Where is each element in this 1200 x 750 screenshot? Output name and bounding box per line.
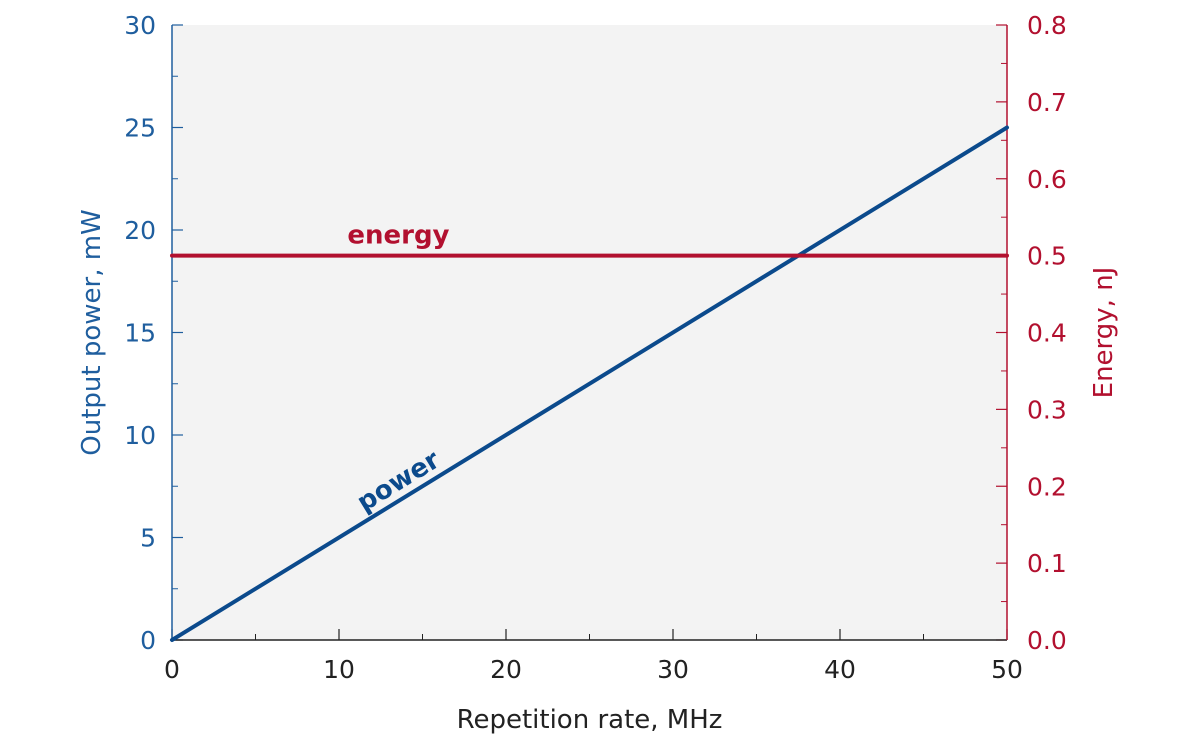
left-y-axis-ticks: 0 5 10 15 20 25 30 <box>124 11 183 655</box>
left-y-tick-label: 25 <box>124 114 156 143</box>
series-line-power <box>170 125 1009 642</box>
right-y-tick-label: 0.6 <box>1027 165 1067 194</box>
left-y-tick-label: 15 <box>124 319 156 348</box>
left-y-tick-label: 0 <box>140 626 156 655</box>
right-y-tick-label: 0.7 <box>1027 88 1067 117</box>
x-axis-ticks: 0 10 20 30 40 50 <box>164 629 1023 684</box>
x-tick-label: 40 <box>824 655 856 684</box>
right-y-tick-label: 0.3 <box>1027 395 1067 424</box>
right-y-axis-title: Energy, nJ <box>1089 267 1119 399</box>
left-y-tick-label: 5 <box>140 524 156 553</box>
left-y-tick-label: 30 <box>124 11 156 40</box>
x-tick-label: 50 <box>991 655 1023 684</box>
right-y-tick-label: 0.0 <box>1027 626 1067 655</box>
x-tick-label: 20 <box>490 655 522 684</box>
right-y-tick-label: 0.1 <box>1027 549 1067 578</box>
right-y-tick-label: 0.8 <box>1027 11 1067 40</box>
series-lines <box>170 125 1009 642</box>
series-label-energy: energy <box>347 221 449 251</box>
left-y-tick-label: 10 <box>124 421 156 450</box>
x-tick-label: 30 <box>657 655 689 684</box>
right-y-axis-ticks: 0.0 0.1 0.2 0.3 0.4 0.5 0.6 0.7 0.8 <box>996 11 1067 655</box>
left-y-tick-label: 20 <box>124 216 156 245</box>
right-y-tick-label: 0.4 <box>1027 319 1067 348</box>
plot-area <box>172 25 1007 640</box>
x-axis-title: Repetition rate, MHz <box>457 705 723 735</box>
left-y-axis-title: Output power, mW <box>77 209 107 456</box>
right-y-tick-label: 0.5 <box>1027 242 1067 271</box>
right-y-tick-label: 0.2 <box>1027 472 1067 501</box>
x-tick-label: 0 <box>164 655 180 684</box>
x-minor-ticks <box>255 634 924 640</box>
x-tick-label: 10 <box>323 655 355 684</box>
